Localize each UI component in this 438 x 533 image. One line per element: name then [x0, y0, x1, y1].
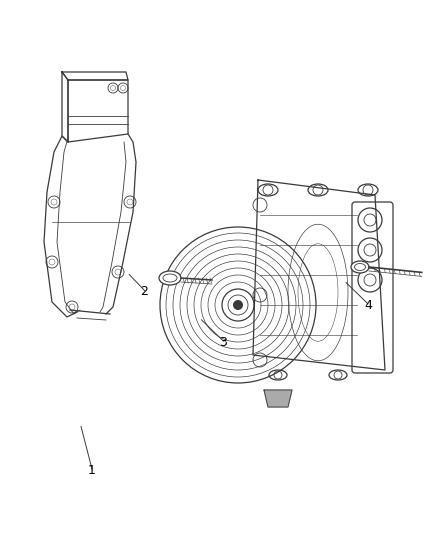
- Text: 2: 2: [141, 286, 148, 298]
- Ellipse shape: [159, 271, 181, 285]
- Circle shape: [233, 300, 243, 310]
- Ellipse shape: [351, 261, 369, 273]
- Text: 4: 4: [364, 299, 372, 312]
- Circle shape: [222, 289, 254, 321]
- Text: 1: 1: [88, 464, 96, 477]
- Text: 3: 3: [219, 336, 227, 349]
- Polygon shape: [264, 390, 292, 407]
